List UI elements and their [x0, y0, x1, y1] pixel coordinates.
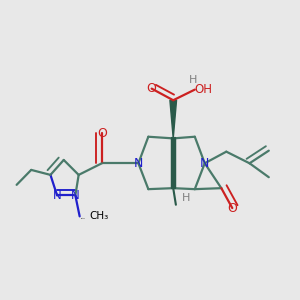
Text: N: N — [200, 157, 209, 170]
Text: O: O — [227, 202, 237, 214]
Text: N: N — [71, 189, 80, 202]
Text: H: H — [189, 75, 197, 85]
Text: methyl: methyl — [81, 218, 86, 219]
Text: CH₃: CH₃ — [90, 211, 109, 221]
Text: O: O — [147, 82, 157, 95]
Text: H: H — [182, 193, 191, 203]
Text: OH: OH — [195, 83, 213, 96]
Text: N: N — [53, 189, 62, 202]
Text: N: N — [134, 157, 143, 170]
Polygon shape — [170, 100, 176, 138]
Text: O: O — [97, 127, 107, 140]
